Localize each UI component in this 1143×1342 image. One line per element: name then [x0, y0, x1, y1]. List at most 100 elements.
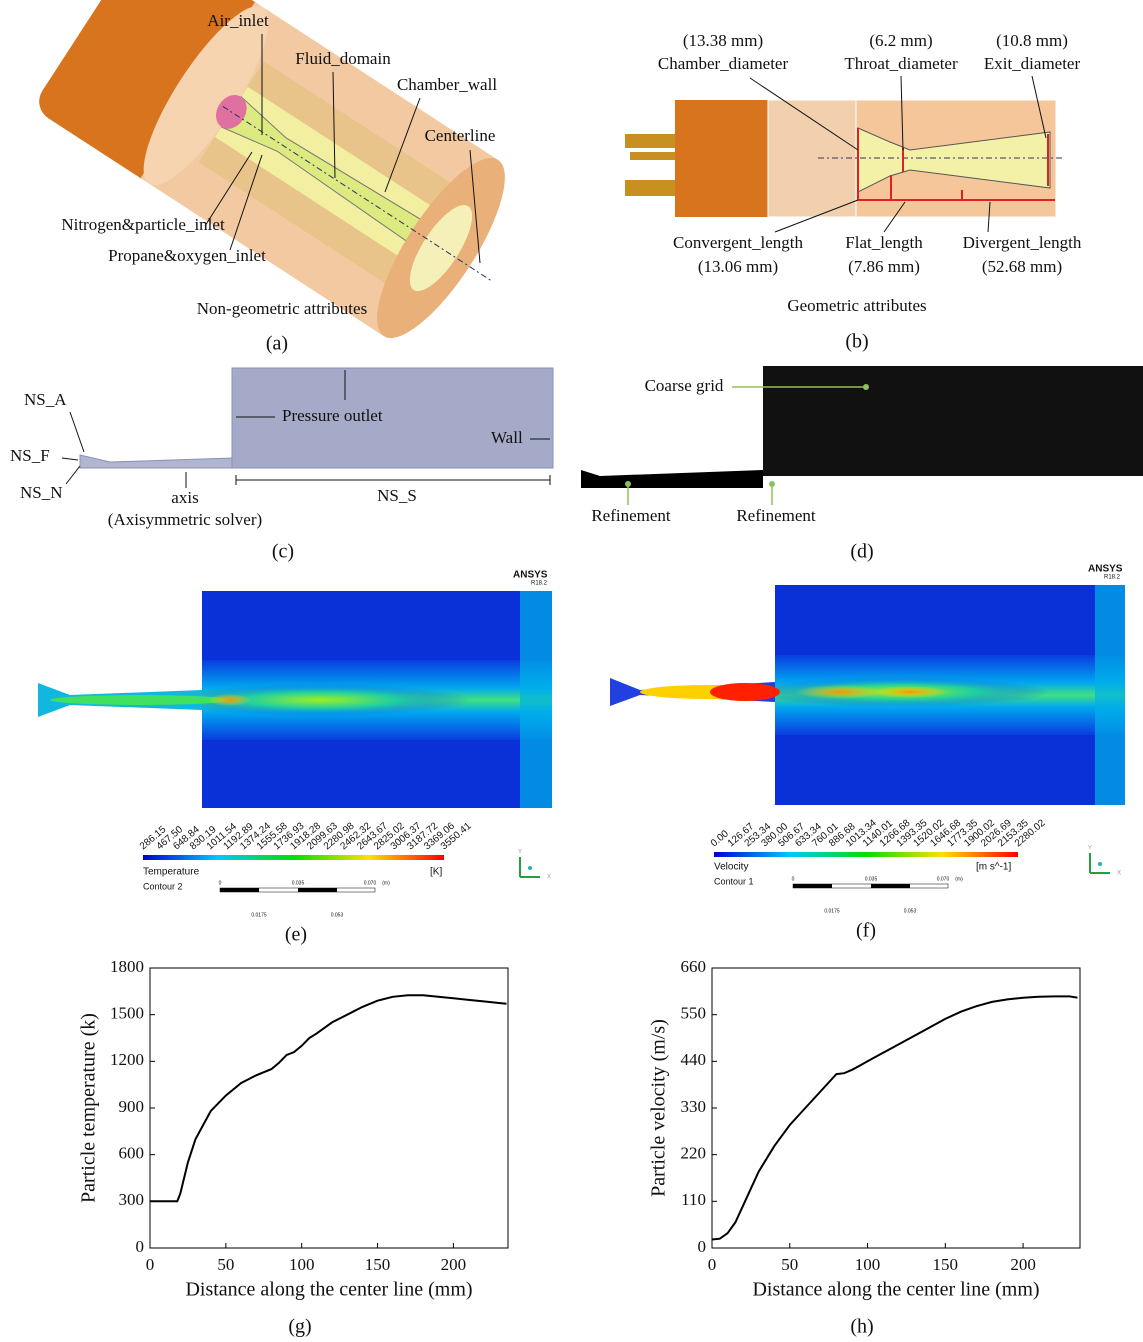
label: Propane&oxygen_inlet — [108, 246, 266, 265]
scale-label: (m) — [955, 876, 963, 882]
dimension-name: Flat_length — [845, 233, 923, 252]
scale-bar — [871, 884, 910, 888]
y-tick-label: 0 — [698, 1237, 707, 1256]
panel-letter: (h) — [850, 1316, 873, 1338]
x-tick-label: 0 — [708, 1255, 717, 1274]
y-tick-label: 1500 — [110, 1004, 144, 1023]
label: Chamber_wall — [397, 75, 497, 94]
data-line — [150, 995, 507, 1201]
brand: ANSYS — [513, 570, 548, 581]
brand: ANSYS — [1088, 564, 1123, 575]
unit: [K] — [430, 867, 442, 878]
panel-letter: (d) — [850, 541, 873, 563]
label: Nitrogen&particle_inlet — [61, 215, 225, 234]
label: Centerline — [425, 126, 496, 145]
label: Fluid_domain — [295, 49, 391, 68]
y-tick-label: 550 — [681, 1004, 707, 1023]
scale-label: (m) — [382, 880, 390, 886]
scale-label: 0.0175 — [251, 912, 267, 918]
label: NS_N — [20, 483, 63, 502]
scale-label: 0.070 — [937, 876, 950, 882]
temperature-contour — [38, 591, 552, 808]
panel-letter: (a) — [266, 333, 288, 355]
dimension-value: (6.2 mm) — [869, 31, 932, 50]
label: Wall — [491, 428, 523, 447]
axis-name: X — [547, 875, 551, 881]
caption: Geometric attributes — [787, 296, 926, 315]
colorbar — [714, 852, 1018, 857]
variable: Velocity — [714, 862, 748, 873]
axis-triad — [528, 866, 532, 870]
variable: Temperature — [143, 867, 200, 878]
plot-frame — [712, 968, 1080, 1248]
panel-letter: (f) — [856, 920, 876, 942]
data-line — [712, 996, 1078, 1239]
dimension-name: Throat_diameter — [844, 54, 958, 73]
dimension-name: Convergent_length — [673, 233, 803, 252]
version: R18.2 — [531, 581, 548, 587]
scale-label: 0.0175 — [824, 908, 840, 914]
scale-bar — [793, 884, 832, 888]
label: axis — [171, 488, 198, 507]
scale-label: 0 — [792, 876, 795, 882]
unit: [m s^-1] — [976, 862, 1011, 873]
dimension-name: Exit_diameter — [984, 54, 1081, 73]
velocity-contour — [610, 585, 1125, 805]
panel-letter: (g) — [288, 1316, 311, 1338]
label: Coarse grid — [645, 376, 724, 395]
panel-letter: (c) — [272, 541, 294, 563]
scale-label: 0.053 — [904, 908, 917, 914]
dimension-value: (52.68 mm) — [982, 257, 1062, 276]
scale-label: 0.053 — [331, 912, 344, 918]
contour-name: Contour 1 — [714, 876, 754, 886]
figure: Air_inlet Fluid_domain Chamber_wall Cent… — [0, 0, 1143, 1342]
label: (Axisymmetric solver) — [108, 510, 262, 529]
label: NS_A — [24, 390, 67, 409]
scale-label: 0.035 — [292, 880, 305, 886]
caption: Non-geometric attributes — [197, 299, 367, 318]
scale-label: 0 — [219, 880, 222, 886]
dimension-name: Divergent_length — [963, 233, 1082, 252]
panel-letter: (e) — [285, 924, 307, 946]
y-tick-label: 330 — [681, 1097, 707, 1116]
scale-label: 0.070 — [364, 880, 377, 886]
dimension-value: (13.38 mm) — [683, 31, 763, 50]
scale-bar — [220, 888, 259, 892]
nozzle-section — [625, 76, 1065, 232]
label: NS_S — [377, 486, 417, 505]
scale-label: 0.035 — [865, 876, 878, 882]
dimension-value: (13.06 mm) — [698, 257, 778, 276]
label: Pressure outlet — [282, 406, 383, 425]
x-tick-label: 50 — [781, 1255, 798, 1274]
plot-frame — [150, 968, 508, 1248]
y-tick-label: 600 — [119, 1144, 145, 1163]
axis-name: Y — [518, 850, 522, 856]
version: R18.2 — [1104, 575, 1121, 581]
domain-sketch — [62, 368, 553, 488]
y-tick-label: 900 — [119, 1097, 145, 1116]
x-tick-label: 150 — [933, 1255, 959, 1274]
y-axis-title: Particle temperature (k) — [78, 1013, 100, 1203]
y-tick-label: 300 — [119, 1190, 145, 1209]
x-axis-title: Distance along the center line (mm) — [752, 1279, 1039, 1301]
label: Refinement — [736, 506, 816, 525]
y-axis-title: Particle velocity (m/s) — [648, 1019, 670, 1197]
x-tick-label: 50 — [217, 1255, 234, 1274]
label: Refinement — [591, 506, 671, 525]
y-tick-label: 1200 — [110, 1050, 144, 1069]
scale-bar — [298, 888, 337, 892]
x-tick-label: 150 — [365, 1255, 391, 1274]
y-tick-label: 660 — [681, 957, 707, 976]
dimension-name: Chamber_diameter — [658, 54, 789, 73]
x-tick-label: 200 — [441, 1255, 467, 1274]
x-tick-label: 200 — [1010, 1255, 1036, 1274]
colorbar — [143, 855, 444, 860]
label: NS_F — [10, 446, 50, 465]
y-tick-label: 0 — [136, 1237, 145, 1256]
dimension-value: (7.86 mm) — [848, 257, 920, 276]
y-tick-label: 440 — [681, 1050, 707, 1069]
dimension-value: (10.8 mm) — [996, 31, 1068, 50]
contour-name: Contour 2 — [143, 881, 183, 891]
label: Air_inlet — [207, 11, 269, 30]
axis-name: X — [1117, 871, 1121, 877]
